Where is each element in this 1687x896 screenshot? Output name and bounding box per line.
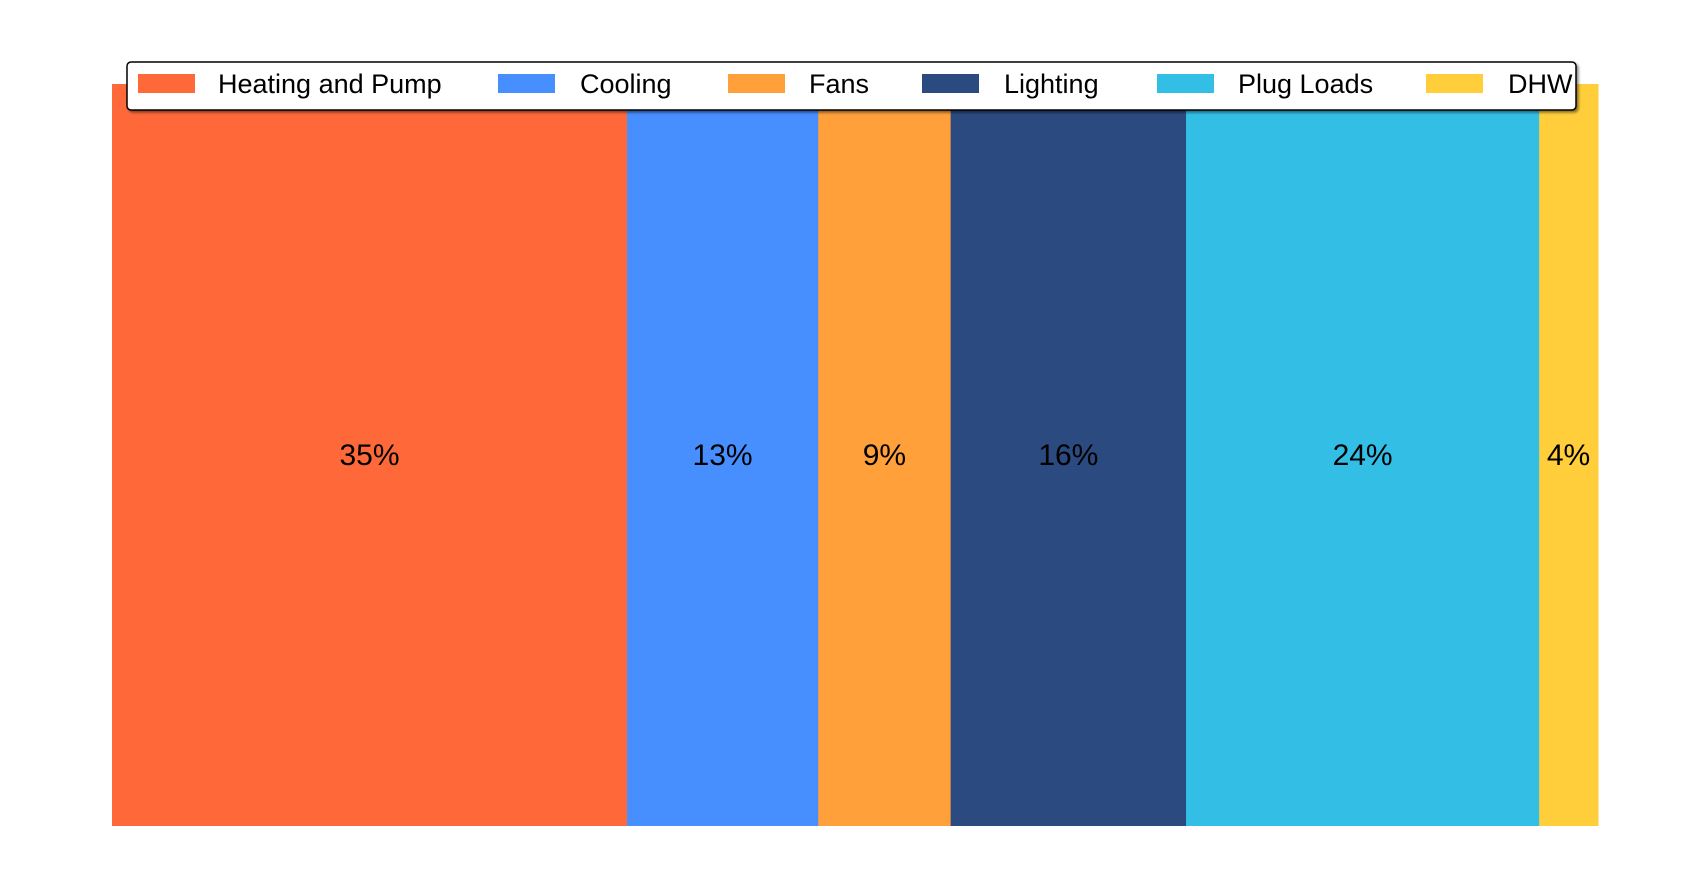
data-label-cooling: 13% bbox=[693, 439, 753, 472]
bar-segment-plug-loads bbox=[1186, 84, 1540, 826]
segment-labels: 35% 13% 9% 16% 24% 4% bbox=[339, 439, 1590, 472]
bar-segments bbox=[112, 84, 1599, 826]
legend-label-fans: Fans bbox=[809, 69, 869, 99]
bar-segment-lighting bbox=[950, 84, 1187, 826]
bar-segment-fans bbox=[818, 84, 952, 826]
legend-swatch-heating-and-pump bbox=[138, 74, 195, 93]
legend-swatch-fans bbox=[728, 74, 785, 93]
legend-label-cooling: Cooling bbox=[580, 69, 672, 99]
bar-segment-dhw bbox=[1539, 84, 1599, 826]
legend-swatch-cooling bbox=[498, 74, 555, 93]
legend-swatch-lighting bbox=[922, 74, 979, 93]
legend-label-dhw: DHW bbox=[1508, 69, 1573, 99]
legend-label-lighting: Lighting bbox=[1004, 69, 1099, 99]
data-label-plug-loads: 24% bbox=[1333, 439, 1393, 472]
legend-label-plug-loads: Plug Loads bbox=[1238, 69, 1373, 99]
data-label-fans: 9% bbox=[863, 439, 906, 472]
bar-segment-cooling bbox=[626, 84, 819, 826]
bar-segment-heating-and-pump bbox=[112, 84, 628, 826]
data-label-lighting: 16% bbox=[1038, 439, 1098, 472]
legend-swatch-dhw bbox=[1426, 74, 1483, 93]
legend-label-heating-and-pump: Heating and Pump bbox=[218, 69, 442, 99]
data-label-heating-and-pump: 35% bbox=[339, 439, 399, 472]
legend-items: Heating and Pump Cooling Fans Lighting Plug … bbox=[138, 69, 1573, 99]
legend: Heating and Pump Cooling Fans Lighting Plug … bbox=[126, 61, 1577, 111]
data-label-dhw: 4% bbox=[1547, 439, 1590, 472]
legend-swatch-plug-loads bbox=[1157, 74, 1214, 93]
